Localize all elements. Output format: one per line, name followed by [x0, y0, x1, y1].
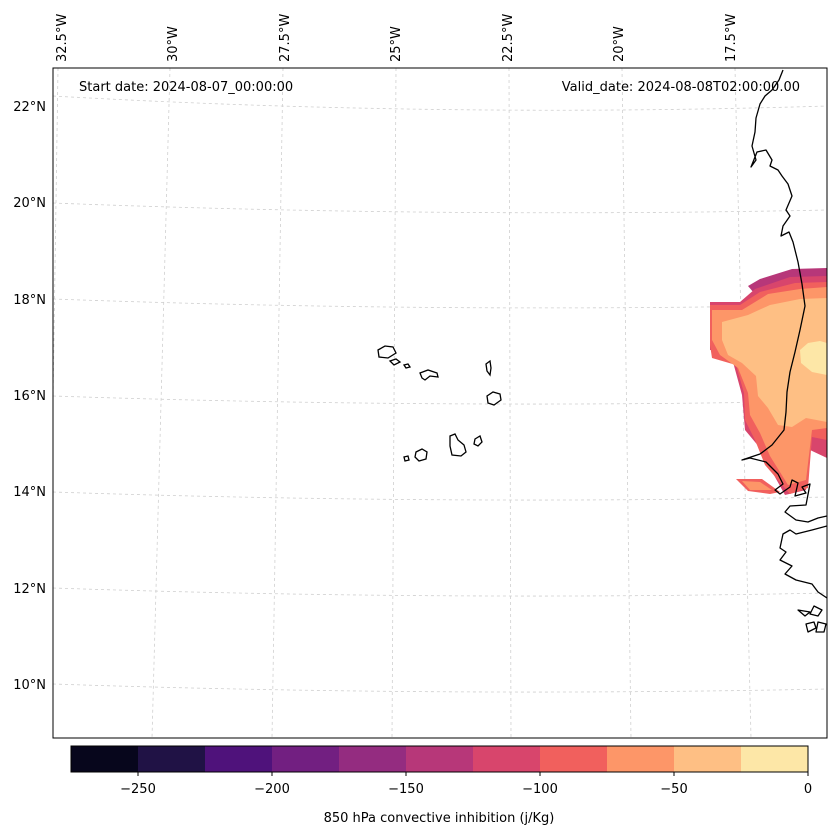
colorbar-tick-label: −50	[660, 782, 687, 797]
island-fogo	[414, 448, 428, 462]
colorbar-tick-label: −200	[254, 782, 290, 797]
latitude-labels: 22°N 20°N 18°N 16°N 14°N 12°N 10°N	[13, 100, 46, 693]
island-santo-antao	[377, 345, 397, 359]
colorbar-ticks	[137, 772, 809, 776]
lon-label-17-5w: 17.5°W	[724, 14, 739, 62]
colorbar-swatch	[406, 746, 474, 772]
island-sal	[485, 359, 492, 377]
island-brava	[403, 455, 410, 462]
colorbar-swatch	[71, 746, 139, 772]
colorbar: −250 −200 −150 −100 −50 0 850 hPa convec…	[70, 745, 812, 826]
colorbar-tick-label: −100	[522, 782, 558, 797]
colorbar-swatch	[339, 746, 407, 772]
island-maio	[473, 435, 483, 447]
cin-level-75-50-south	[742, 481, 772, 490]
coastline-guinea-bissau	[779, 525, 827, 599]
island-boa-vista	[486, 391, 502, 406]
longitude-labels: 32.5°W 30°W 27.5°W 25°W 22.5°W 20°W 17.5…	[55, 14, 739, 62]
colorbar-swatches	[71, 746, 809, 772]
colorbar-swatch	[674, 746, 742, 772]
start-date-label: Start date: 2024-08-07_00:00:00	[79, 80, 293, 95]
cin-level-25-0	[800, 341, 827, 375]
lat-label-12n: 12°N	[13, 582, 46, 597]
lat-label-20n: 20°N	[13, 196, 46, 211]
colorbar-swatch	[205, 746, 273, 772]
colorbar-tick-label: 0	[804, 782, 812, 797]
colorbar-tick-label: −250	[120, 782, 156, 797]
map-area	[53, 68, 827, 738]
lon-label-22-5w: 22.5°W	[501, 14, 516, 62]
valid-date-label: Valid_date: 2024-08-08T02:00:00.00	[562, 80, 800, 95]
graticule	[53, 68, 827, 738]
lat-label-18n: 18°N	[13, 293, 46, 308]
lat-label-22n: 22°N	[13, 100, 46, 115]
island-santa-luzia	[402, 363, 412, 369]
colorbar-swatch	[138, 746, 206, 772]
colorbar-tick-labels: −250 −200 −150 −100 −50 0	[120, 782, 812, 797]
lon-label-27-5w: 27.5°W	[278, 14, 293, 62]
island-sao-vicente	[388, 358, 402, 366]
map-frame	[52, 67, 828, 739]
african-coastline	[741, 69, 827, 523]
lat-label-16n: 16°N	[13, 389, 46, 404]
colorbar-swatch	[607, 746, 675, 772]
island-sao-nicolau	[419, 369, 439, 381]
colorbar-swatch	[272, 746, 340, 772]
coastline-bijagos	[797, 605, 827, 633]
colorbar-swatch	[540, 746, 608, 772]
lon-label-30w: 30°W	[166, 26, 181, 62]
cape-verde-islands	[377, 345, 502, 462]
lat-label-10n: 10°N	[13, 678, 46, 693]
lon-label-25w: 25°W	[389, 26, 404, 62]
island-santiago	[449, 433, 467, 457]
lat-label-14n: 14°N	[13, 485, 46, 500]
lon-label-20w: 20°W	[612, 26, 627, 62]
colorbar-swatch	[473, 746, 541, 772]
colorbar-outline	[70, 745, 809, 773]
cin-level-50-25	[722, 298, 827, 427]
colorbar-tick-label: −150	[388, 782, 424, 797]
lon-label-32-5w: 32.5°W	[55, 14, 70, 62]
colorbar-label: 850 hPa convective inhibition (j/Kg)	[324, 811, 555, 826]
colorbar-swatch	[741, 746, 809, 772]
